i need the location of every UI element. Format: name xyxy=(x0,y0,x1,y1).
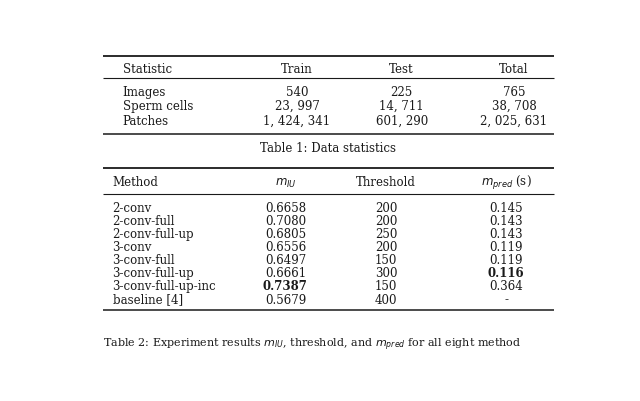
Text: 400: 400 xyxy=(375,293,397,306)
Text: 300: 300 xyxy=(375,267,397,279)
Text: 200: 200 xyxy=(375,215,397,227)
Text: Table 2: Experiment results $m_{IU}$, threshold, and $m_{pred}$ for all eight me: Table 2: Experiment results $m_{IU}$, th… xyxy=(103,336,522,352)
Text: 540: 540 xyxy=(285,86,308,99)
Text: 0.6497: 0.6497 xyxy=(265,253,306,267)
Text: -: - xyxy=(504,293,508,306)
Text: 0.143: 0.143 xyxy=(490,227,523,241)
Text: $m_{IU}$: $m_{IU}$ xyxy=(275,176,296,189)
Text: baseline [4]: baseline [4] xyxy=(113,293,182,306)
Text: $m_{pred}$ (s): $m_{pred}$ (s) xyxy=(481,174,532,192)
Text: 601, 290: 601, 290 xyxy=(376,115,428,128)
Text: 14, 711: 14, 711 xyxy=(380,100,424,113)
Text: 150: 150 xyxy=(375,280,397,293)
Text: Train: Train xyxy=(281,63,313,75)
Text: 0.5679: 0.5679 xyxy=(265,293,306,306)
Text: Images: Images xyxy=(123,86,166,99)
Text: 0.6658: 0.6658 xyxy=(265,201,306,215)
Text: 200: 200 xyxy=(375,241,397,253)
Text: Sperm cells: Sperm cells xyxy=(123,100,193,113)
Text: 3-conv: 3-conv xyxy=(113,241,152,253)
Text: 3-conv-full-up-inc: 3-conv-full-up-inc xyxy=(113,280,216,293)
Text: 0.7080: 0.7080 xyxy=(265,215,306,227)
Text: 38, 708: 38, 708 xyxy=(492,100,536,113)
Text: 0.143: 0.143 xyxy=(490,215,523,227)
Text: Table 1: Data statistics: Table 1: Data statistics xyxy=(260,142,396,154)
Text: 23, 997: 23, 997 xyxy=(275,100,319,113)
Text: 0.119: 0.119 xyxy=(490,241,523,253)
Text: 3-conv-full-up: 3-conv-full-up xyxy=(113,267,195,279)
Text: 250: 250 xyxy=(375,227,397,241)
Text: 0.7387: 0.7387 xyxy=(263,280,308,293)
Text: 2-conv-full: 2-conv-full xyxy=(113,215,175,227)
Text: Total: Total xyxy=(499,63,529,75)
Text: Patches: Patches xyxy=(123,115,169,128)
Text: 0.116: 0.116 xyxy=(488,267,525,279)
Text: 3-conv-full: 3-conv-full xyxy=(113,253,175,267)
Text: 150: 150 xyxy=(375,253,397,267)
Text: Threshold: Threshold xyxy=(356,176,416,189)
Text: 0.6556: 0.6556 xyxy=(265,241,306,253)
Text: 0.6805: 0.6805 xyxy=(265,227,306,241)
Text: 225: 225 xyxy=(390,86,413,99)
Text: 0.6661: 0.6661 xyxy=(265,267,306,279)
Text: 2-conv-full-up: 2-conv-full-up xyxy=(113,227,194,241)
Text: 0.145: 0.145 xyxy=(490,201,523,215)
Text: 0.119: 0.119 xyxy=(490,253,523,267)
Text: 2-conv: 2-conv xyxy=(113,201,152,215)
Text: Method: Method xyxy=(113,176,159,189)
Text: 0.364: 0.364 xyxy=(490,280,523,293)
Text: 765: 765 xyxy=(503,86,525,99)
Text: 2, 025, 631: 2, 025, 631 xyxy=(481,115,548,128)
Text: 200: 200 xyxy=(375,201,397,215)
Text: Test: Test xyxy=(389,63,414,75)
Text: Statistic: Statistic xyxy=(123,63,172,75)
Text: 1, 424, 341: 1, 424, 341 xyxy=(264,115,331,128)
